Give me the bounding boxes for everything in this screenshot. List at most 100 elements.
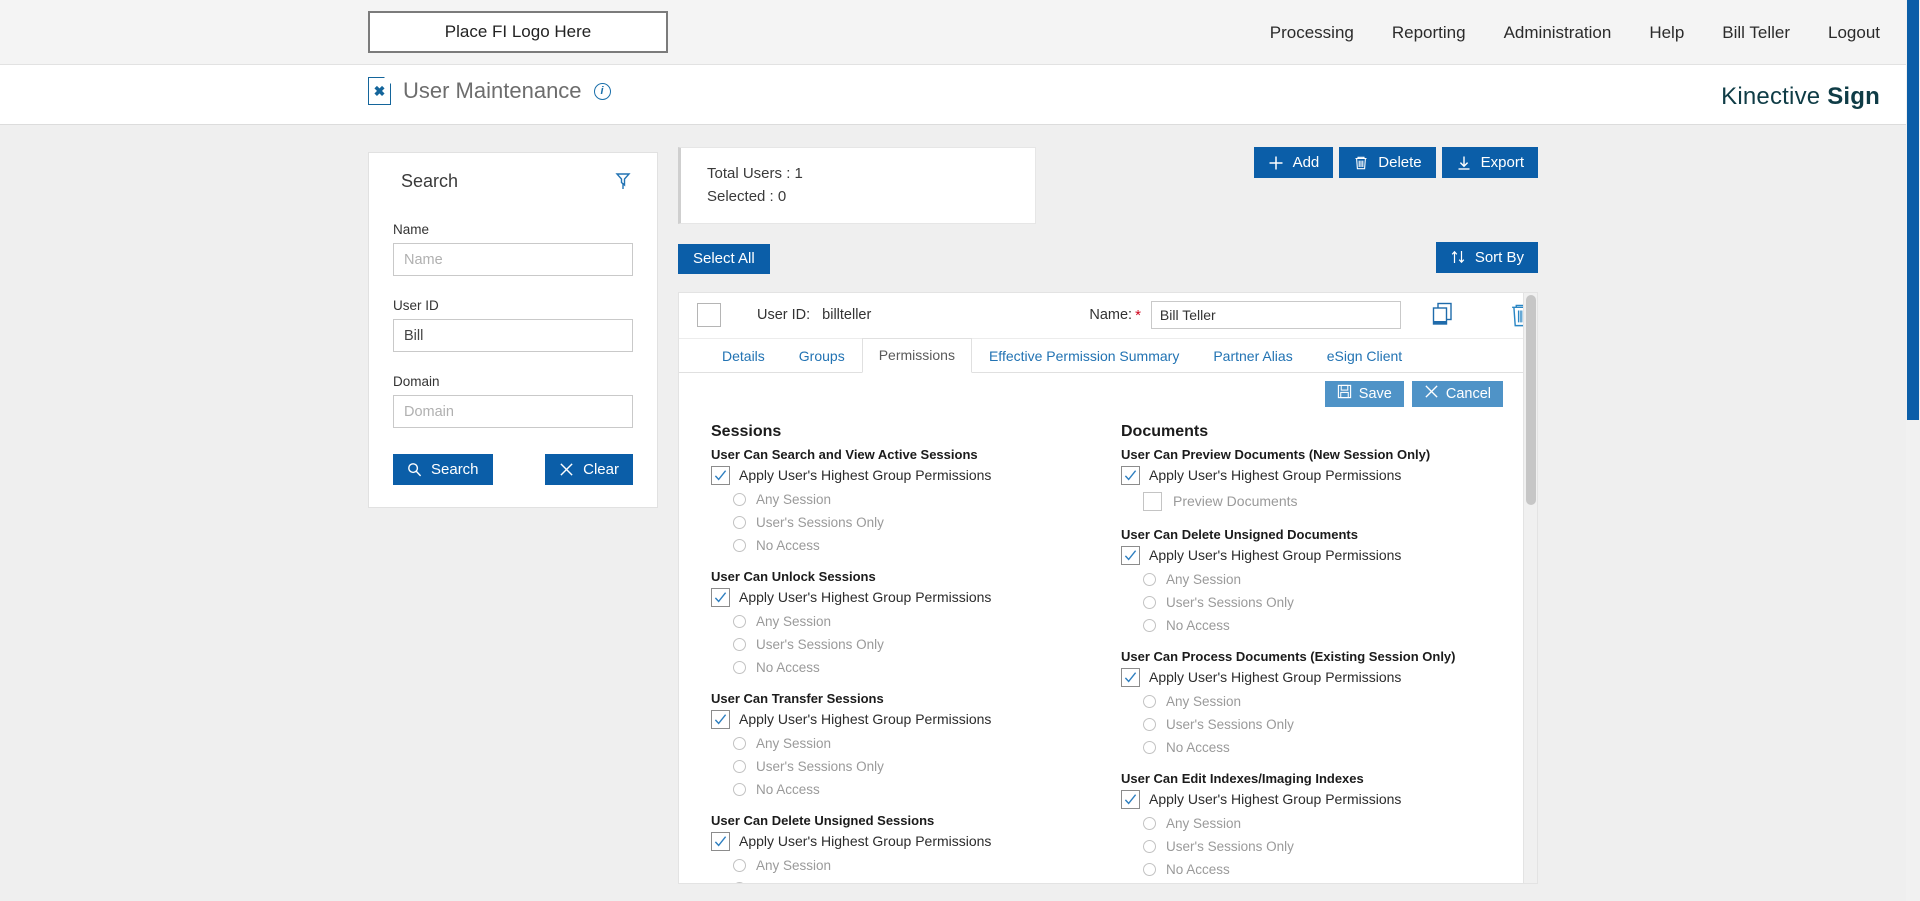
permission-radio-row[interactable]: User's Sessions Only <box>733 759 1084 774</box>
page-scrollbar[interactable] <box>1906 0 1920 901</box>
apply-highest-group-permissions-row[interactable]: Apply User's Highest Group Permissions <box>1121 545 1489 565</box>
permission-radio-row[interactable]: No Access <box>1143 618 1489 633</box>
name-field[interactable] <box>1150 301 1401 329</box>
select-all-button[interactable]: Select All <box>678 243 770 274</box>
scrollbar-thumb[interactable] <box>1526 294 1536 505</box>
tab-permissions[interactable]: Permissions <box>861 337 972 373</box>
permission-radio[interactable] <box>1143 618 1156 632</box>
search-domain-input[interactable] <box>393 395 633 428</box>
apply-highest-group-permissions-row[interactable]: Apply User's Highest Group Permissions <box>711 709 1084 729</box>
add-button[interactable]: Add <box>1253 147 1334 178</box>
nav-item-administration[interactable]: Administration <box>1503 22 1612 42</box>
permission-radio-row[interactable]: Any Session <box>1143 694 1489 709</box>
permission-radio[interactable] <box>733 858 746 872</box>
apply-highest-group-permissions-checkbox[interactable] <box>711 709 730 729</box>
search-panel-buttons: Search Clear <box>393 454 633 485</box>
permission-group-title: User Can Edit Indexes/Imaging Indexes <box>1121 770 1364 786</box>
permission-radio-label: Any Session <box>756 857 832 873</box>
record-toolbar: Add Delete Export <box>1253 147 1538 178</box>
nav-item-processing[interactable]: Processing <box>1269 22 1354 42</box>
permission-radio[interactable] <box>733 637 746 651</box>
permission-radio[interactable] <box>1143 572 1156 586</box>
cancel-button[interactable]: Cancel <box>1411 380 1503 407</box>
tab-groups[interactable]: Groups <box>798 347 845 364</box>
permission-radio[interactable] <box>733 736 746 750</box>
permission-radio[interactable] <box>1143 862 1156 876</box>
apply-highest-group-permissions-row[interactable]: Apply User's Highest Group Permissions <box>711 831 1084 851</box>
user-row-checkbox[interactable] <box>697 303 721 327</box>
search-name-input[interactable] <box>393 243 633 276</box>
permission-radio-row[interactable]: Any Session <box>733 614 1084 629</box>
permission-radio-row[interactable]: Any Session <box>733 492 1084 507</box>
nav-item-reporting[interactable]: Reporting <box>1391 22 1466 42</box>
apply-highest-group-permissions-row[interactable]: Apply User's Highest Group Permissions <box>1121 465 1489 485</box>
delete-button[interactable]: Delete <box>1339 147 1436 178</box>
permission-radio[interactable] <box>733 492 746 506</box>
permission-radio-row[interactable]: User's Sessions Only <box>1143 595 1489 610</box>
permission-radio[interactable] <box>1143 816 1156 830</box>
permission-radio[interactable] <box>733 759 746 773</box>
permission-radio[interactable] <box>1143 595 1156 609</box>
info-icon[interactable]: i <box>593 82 611 100</box>
apply-highest-group-permissions-row[interactable]: Apply User's Highest Group Permissions <box>711 587 1084 607</box>
apply-highest-group-permissions-checkbox[interactable] <box>711 587 730 607</box>
permission-radio[interactable] <box>733 538 746 552</box>
permission-radio-row[interactable]: User's Sessions Only <box>1143 839 1489 854</box>
tab-details[interactable]: Details <box>722 347 765 364</box>
permission-radio-row[interactable]: Any Session <box>733 736 1084 751</box>
main-panel: Total Users : 1 Selected : 0 Add Delete <box>678 147 1538 884</box>
permission-radio[interactable] <box>733 614 746 628</box>
pin-icon[interactable] <box>613 171 633 196</box>
permission-radio-row[interactable]: User's Sessions Only <box>733 637 1084 652</box>
permission-radio[interactable] <box>733 515 746 529</box>
save-button[interactable]: Save <box>1324 380 1404 407</box>
apply-highest-group-permissions-checkbox[interactable] <box>711 465 730 485</box>
nav-item-user-account[interactable]: Bill Teller <box>1722 22 1790 42</box>
permission-radio[interactable] <box>1143 740 1156 754</box>
preview-documents-checkbox[interactable] <box>1143 491 1162 511</box>
permission-radio-row[interactable]: No Access <box>733 660 1084 675</box>
permission-radio-row[interactable]: No Access <box>1143 740 1489 755</box>
apply-highest-group-permissions-row[interactable]: Apply User's Highest Group Permissions <box>1121 789 1489 809</box>
permission-radio[interactable] <box>733 782 746 796</box>
search-button[interactable]: Search <box>393 454 493 485</box>
permission-radio-row[interactable]: No Access <box>1143 862 1489 877</box>
permission-group-title: User Can Transfer Sessions <box>711 690 884 706</box>
permissions-scrollbar[interactable] <box>1523 292 1537 883</box>
save-button-label: Save <box>1358 385 1392 402</box>
tab-esign-client[interactable]: eSign Client <box>1326 347 1403 364</box>
apply-highest-group-permissions-checkbox[interactable] <box>1121 465 1140 485</box>
copy-icon[interactable] <box>1431 302 1455 328</box>
apply-highest-group-permissions-row[interactable]: Apply User's Highest Group Permissions <box>1121 667 1489 687</box>
page-scrollbar-thumb[interactable] <box>1907 0 1919 420</box>
permission-radio[interactable] <box>733 881 746 883</box>
search-userid-input[interactable] <box>393 319 633 352</box>
permission-radio[interactable] <box>733 660 746 674</box>
nav-item-logout[interactable]: Logout <box>1828 22 1880 42</box>
tab-effective-permission-summary[interactable]: Effective Permission Summary <box>988 347 1180 364</box>
nav-item-help[interactable]: Help <box>1649 22 1685 42</box>
apply-highest-group-permissions-checkbox[interactable] <box>1121 545 1140 565</box>
export-button[interactable]: Export <box>1441 147 1538 178</box>
permission-radio[interactable] <box>1143 839 1156 853</box>
permission-radio-row[interactable]: User's Sessions Only <box>733 881 1084 883</box>
delete-row-icon[interactable] <box>1509 302 1533 328</box>
permission-radio-row[interactable]: Any Session <box>733 858 1084 873</box>
sub-checkbox-row[interactable]: Preview Documents <box>1143 491 1489 511</box>
permission-radio-row[interactable]: User's Sessions Only <box>733 515 1084 530</box>
permission-radio-row[interactable]: No Access <box>733 782 1084 797</box>
clear-button[interactable]: Clear <box>545 454 633 485</box>
permission-radio-row[interactable]: Any Session <box>1143 572 1489 587</box>
sort-by-button[interactable]: Sort By <box>1435 241 1538 273</box>
apply-highest-group-permissions-checkbox[interactable] <box>1121 789 1140 809</box>
permission-radio-row[interactable]: No Access <box>733 538 1084 553</box>
apply-highest-group-permissions-checkbox[interactable] <box>1121 667 1140 687</box>
permission-radio[interactable] <box>1143 717 1156 731</box>
apply-highest-group-permissions-checkbox[interactable] <box>711 831 730 851</box>
permission-radio-row[interactable]: User's Sessions Only <box>1143 717 1489 732</box>
permission-radio-row[interactable]: Any Session <box>1143 816 1489 831</box>
permission-radio[interactable] <box>1143 694 1156 708</box>
apply-highest-group-permissions-row[interactable]: Apply User's Highest Group Permissions <box>711 465 1084 485</box>
tab-partner-alias[interactable]: Partner Alias <box>1213 347 1293 364</box>
user-id-label: User ID: <box>757 307 811 323</box>
